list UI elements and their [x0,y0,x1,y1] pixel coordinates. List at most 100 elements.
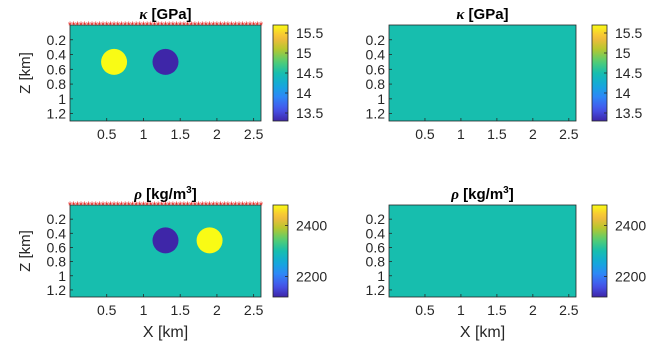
receiver-marker: * [222,20,227,32]
y-tick-label: 0.2 [366,211,386,227]
receiver-marker: * [119,20,124,32]
title-close: ] [509,186,514,203]
receiver-marker: * [75,200,80,212]
receiver-marker: * [116,20,121,32]
receiver-marker: * [94,200,99,212]
anomaly-1 [152,227,179,254]
receiver-marker: * [134,200,139,212]
receiver-marker: * [200,200,205,212]
colorbar-tick-label: 14.5 [615,65,642,81]
y-tick-label: 1 [377,268,385,284]
receiver-marker: * [218,20,223,32]
y-tick-label: 1 [58,268,66,284]
receiver-marker: * [185,20,190,32]
receiver-marker: * [200,20,205,32]
panel-4: 0.5 1 1.5 2 2.50.20.40.60.811.2ρ [kg/m3]X [k… [366,185,647,341]
panel-title: κ [GPa] [456,6,508,23]
x-axis-label: X [km] [460,324,505,341]
receiver-marker: * [108,20,113,32]
receiver-marker: * [83,20,88,32]
receiver-marker: * [86,20,91,32]
receiver-marker: * [141,20,146,32]
colorbar-tick-label: 14 [615,85,631,101]
receiver-marker: * [152,200,157,212]
panel-title: κ [GPa] [139,6,191,23]
receiver-marker: * [68,20,73,32]
colorbar-tick-label: 15.5 [296,25,323,41]
x-tick-label: 2 [213,126,221,142]
receiver-marker: * [196,20,201,32]
y-tick-label: 0.6 [47,239,67,255]
receiver-marker: * [204,20,209,32]
receiver-marker: * [174,200,179,212]
receiver-marker: * [189,20,194,32]
receiver-marker: * [149,20,154,32]
receiver-marker: * [94,20,99,32]
title-unit: [kg/m [142,186,186,203]
receiver-marker: * [178,200,183,212]
receiver-line: * * * * * * * * * * * * * * * * * * * * * * * * * * * * * * * * * * * * * * * *… [68,20,264,32]
receiver-marker: * [79,20,84,32]
receiver-marker: * [185,200,190,212]
x-tick-label: 2 [529,302,537,318]
x-tick-label: 1 [140,126,148,142]
y-axis-label: Z [km] [17,52,34,94]
anomaly-2 [196,227,223,254]
receiver-marker: * [196,200,201,212]
receiver-marker: * [171,200,176,212]
y-tick-label: 0.6 [366,239,386,255]
title-symbol: ρ [450,187,459,203]
receiver-marker: * [83,200,88,212]
colorbar: 15.5 15 14.5 14 13.5 [591,24,642,122]
receiver-marker: * [72,20,77,32]
receiver-marker: * [90,20,95,32]
receiver-marker: * [138,200,143,212]
axes-frame [388,204,577,298]
receiver-marker: * [240,200,245,212]
panel-title: ρ [kg/m3] [133,185,196,203]
receiver-marker: * [218,200,223,212]
receiver-marker: * [237,20,242,32]
receiver-marker: * [237,200,242,212]
heatmap-field [389,205,576,297]
receiver-marker: * [211,200,216,212]
colorbar-tick-label: 15.5 [615,25,642,41]
receiver-marker: * [79,200,84,212]
receiver-marker: * [211,20,216,32]
receiver-marker: * [207,20,212,32]
colorbar: 2400 2200 [591,204,646,298]
x-tick-label: 1.5 [487,126,507,142]
title-symbol: κ [456,7,465,23]
x-tick-label: 2 [529,126,537,142]
y-tick-label: 0.8 [47,76,67,92]
colorbar-tick-label: 14 [296,85,312,101]
receiver-marker: * [233,20,238,32]
receiver-marker: * [182,200,187,212]
colorbar-scale [272,204,289,298]
receiver-marker: * [97,200,102,212]
title-sup: 3 [186,185,192,196]
title-close: ] [192,186,197,203]
receiver-marker: * [259,200,264,212]
title-unit: [GPa] [464,6,508,23]
x-tick-label: 1 [457,302,465,318]
receiver-marker: * [119,200,124,212]
colorbar-tick-label: 15 [615,45,631,61]
colorbar: 2400 2200 [272,204,327,298]
receiver-marker: * [90,200,95,212]
receiver-marker: * [152,20,157,32]
y-axis-label: Z [km] [17,230,34,272]
y-tick-label: 1.2 [366,106,386,122]
receiver-marker: * [226,200,231,212]
receiver-marker: * [163,20,168,32]
receiver-marker: * [252,20,257,32]
receiver-marker: * [112,200,117,212]
receiver-marker: * [189,200,194,212]
colorbar-tick-label: 2200 [615,269,646,285]
colorbar-scale [591,204,608,298]
receiver-marker: * [215,20,220,32]
receiver-marker: * [255,200,260,212]
receiver-marker: * [75,20,80,32]
x-tick-label: 1.5 [487,302,507,318]
x-axis-label: X [km] [143,324,188,341]
